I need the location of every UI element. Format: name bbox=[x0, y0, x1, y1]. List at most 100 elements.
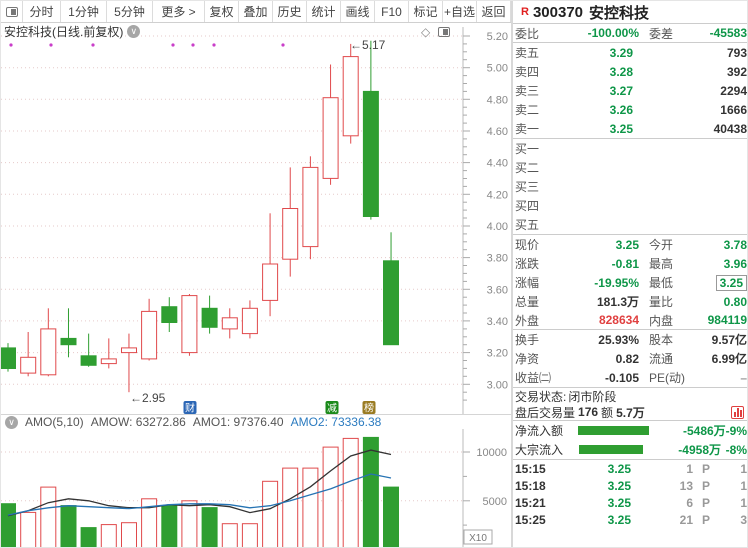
after-hours-volume: 176 bbox=[578, 405, 599, 419]
candles bbox=[1, 40, 399, 393]
chart-region: 分时 1分钟 5分钟 更多 > 复权 叠加 历史 统计 画线 F10 标记 +自选 返回 安控科技(日线… bbox=[1, 1, 511, 548]
stats-grid: 现价 3.25 今开 3.78 涨跌 -0.81 最高 3.96 涨幅 -19.… bbox=[513, 235, 747, 387]
volume-amo-chart[interactable]: 10000 5000 X10 bbox=[1, 429, 511, 548]
after-hours-amount: 5.7万 bbox=[616, 405, 645, 420]
bid-levels: 买一 买二 买三 买四 买五 bbox=[513, 139, 747, 235]
toolbar-button-5[interactable]: F10 bbox=[375, 1, 409, 22]
toolbar-button-7[interactable]: +自选 bbox=[443, 1, 477, 22]
bar-chart-icon[interactable] bbox=[731, 405, 744, 419]
stat-row-2: 涨幅 -19.95% 最低 3.25 bbox=[513, 273, 747, 292]
margin-eligible-badge: R bbox=[521, 6, 529, 18]
svg-text:5.20: 5.20 bbox=[487, 31, 508, 43]
candlestick-chart[interactable]: 5.20 5.00 4.80 4.60 4.40 4.20 4.00 3.80 3.60 3.40… bbox=[1, 1, 511, 415]
toolbar-button-4[interactable]: 画线 bbox=[341, 1, 375, 22]
toolbar-nav-2[interactable]: 5分钟 bbox=[107, 1, 153, 22]
diamond-icon[interactable]: ◇ bbox=[421, 25, 431, 39]
unit-label: X10 bbox=[469, 533, 487, 544]
indicator-amo2: AMO2: 73336.38 bbox=[290, 415, 382, 429]
weibi-label: 委比 bbox=[515, 26, 540, 41]
flow-bar bbox=[579, 445, 643, 454]
stock-name: 安控科技 bbox=[589, 4, 650, 22]
after-hours-row: 盘后交易量 176 额 5.7万 bbox=[513, 404, 747, 421]
svg-text:←5.17: ←5.17 bbox=[350, 38, 386, 52]
ask-row-1[interactable]: 卖一 3.25 40438 bbox=[515, 121, 747, 137]
svg-text:5000: 5000 bbox=[483, 496, 507, 508]
bid-row-4[interactable]: 买四 bbox=[515, 199, 540, 213]
svg-text:3.80: 3.80 bbox=[487, 253, 508, 265]
svg-text:榜: 榜 bbox=[364, 402, 374, 415]
quote-panel: R 300370 安控科技 委比 -100.00% 委差 -45583 卖五 3… bbox=[511, 1, 747, 547]
event-badges[interactable]: 财减榜 bbox=[183, 401, 376, 415]
svg-text:10000: 10000 bbox=[476, 447, 507, 459]
toolbar-button-8[interactable]: 返回 bbox=[477, 1, 511, 22]
chevron-down-icon[interactable]: ∨ bbox=[127, 25, 141, 38]
trade-row-0[interactable]: 15:15 3.25 1 P 1 bbox=[515, 461, 747, 476]
toolbar-nav-1[interactable]: 1分钟 bbox=[61, 1, 107, 22]
svg-text:3.00: 3.00 bbox=[487, 379, 508, 391]
event-dots bbox=[9, 43, 285, 47]
svg-text:4.40: 4.40 bbox=[487, 158, 508, 170]
trade-row-2[interactable]: 15:21 3.25 6 P 1 bbox=[515, 495, 747, 510]
svg-text:4.20: 4.20 bbox=[487, 189, 508, 201]
chart-title-row: 安控科技(日线.前复权) ∨ bbox=[1, 23, 461, 40]
indicator-name[interactable]: AMO(5,10) bbox=[25, 415, 84, 429]
svg-text:4.60: 4.60 bbox=[487, 126, 508, 138]
chart-corner-icons: ◇ bbox=[421, 25, 466, 39]
price-annotations: ←5.17 ←2.95 bbox=[130, 38, 386, 405]
grid-lines bbox=[1, 35, 463, 385]
weibi-row: 委比 -100.00% 委差 -45583 bbox=[513, 24, 747, 43]
ask-row-3[interactable]: 卖三 3.27 2294 bbox=[515, 83, 747, 99]
status-label: 交易状态: bbox=[515, 389, 567, 404]
y-axis: 5.20 5.00 4.80 4.60 4.40 4.20 4.00 3.80 3.60 3.40… bbox=[462, 27, 508, 414]
svg-text:3.40: 3.40 bbox=[487, 316, 508, 328]
indicator-amo1: AMO1: 97376.40 bbox=[192, 415, 284, 429]
stat-row-1: 涨跌 -0.81 最高 3.96 bbox=[515, 256, 747, 272]
svg-text:5.00: 5.00 bbox=[487, 63, 508, 75]
svg-text:减: 减 bbox=[327, 403, 337, 415]
bid-row-2[interactable]: 买二 bbox=[515, 161, 540, 175]
toolbar-button-3[interactable]: 统计 bbox=[307, 1, 341, 22]
weicha-value: -45583 bbox=[709, 26, 747, 40]
unit-label-box bbox=[463, 529, 493, 545]
svg-text:3.60: 3.60 bbox=[487, 284, 508, 296]
ask-row-2[interactable]: 卖二 3.26 1666 bbox=[515, 102, 747, 118]
weicha-label: 委差 bbox=[649, 26, 674, 41]
stat-row-5: 换手 25.93% 股本 9.57亿 bbox=[515, 332, 747, 348]
y-axis: 10000 5000 X10 bbox=[462, 429, 507, 547]
toolbar-button-1[interactable]: 叠加 bbox=[239, 1, 273, 22]
ask-row-4[interactable]: 卖四 3.28 392 bbox=[515, 64, 747, 80]
bid-row-1[interactable]: 买一 bbox=[515, 142, 540, 156]
toolbar-button-6[interactable]: 标记 bbox=[409, 1, 443, 22]
status-value: 闭市阶段 bbox=[568, 389, 617, 404]
svg-text:3.20: 3.20 bbox=[487, 348, 508, 360]
stock-header: R 300370 安控科技 bbox=[513, 1, 747, 24]
chevron-down-icon[interactable]: ∨ bbox=[5, 415, 18, 429]
toolbar-nav-3[interactable]: 更多 > bbox=[153, 1, 205, 22]
ask-row-5[interactable]: 卖五 3.29 793 bbox=[515, 45, 747, 61]
stat-row-6: 净资 0.82 流通 6.99亿 bbox=[515, 351, 747, 367]
stock-code: 300370 bbox=[532, 3, 584, 21]
flow-bar bbox=[577, 426, 649, 435]
bid-row-3[interactable]: 买三 bbox=[515, 180, 540, 194]
money-flow-section: 净流入额 -5486万 -9% 大宗流入 -4958万 -8% bbox=[513, 421, 747, 460]
toolbar-button-0[interactable]: 复权 bbox=[205, 1, 239, 22]
after-hours-label: 盘后交易量 bbox=[515, 405, 576, 420]
flow-row-1: 大宗流入 -4958万 -8% bbox=[515, 442, 747, 458]
bid-row-5[interactable]: 买五 bbox=[515, 218, 540, 232]
stat-row-4: 外盘 828634 内盘 984119 bbox=[513, 311, 747, 330]
trade-row-3[interactable]: 15:25 3.25 21 P 3 bbox=[515, 512, 747, 527]
indicator-header: ∨ AMO(5,10) AMOW: 63272.86 AMO1: 97376.4… bbox=[1, 414, 511, 429]
tick-trades-list[interactable]: 15:15 3.25 1 P 1 15:18 3.25 13 P 1 15:21… bbox=[513, 460, 747, 547]
toolbar-nav-0[interactable]: 分时 bbox=[23, 1, 61, 22]
svg-text:←2.95: ←2.95 bbox=[130, 391, 166, 405]
toolbar-button-2[interactable]: 历史 bbox=[273, 1, 307, 22]
split-panel-icon[interactable] bbox=[438, 27, 451, 37]
weibi-value: -100.00% bbox=[587, 26, 639, 40]
svg-text:财: 财 bbox=[185, 402, 195, 415]
trade-row-1[interactable]: 15:18 3.25 13 P 1 bbox=[515, 478, 747, 493]
volume-bars bbox=[1, 436, 399, 547]
after-hours-amount-label: 额 bbox=[601, 405, 614, 420]
layout-icon[interactable] bbox=[1, 1, 23, 22]
indicator-amow: AMOW: 63272.86 bbox=[90, 415, 186, 429]
